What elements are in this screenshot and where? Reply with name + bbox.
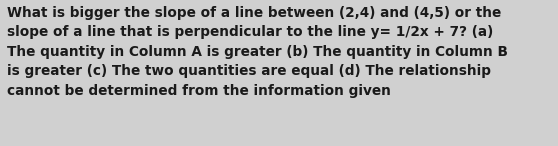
- Text: What is bigger the slope of a line between (2,4) and (4,5) or the
slope of a lin: What is bigger the slope of a line betwe…: [7, 6, 508, 98]
